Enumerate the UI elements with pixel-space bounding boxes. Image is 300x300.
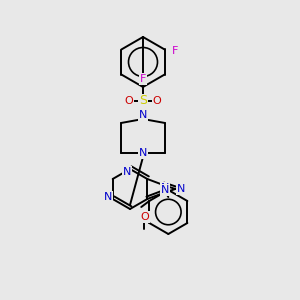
Text: O: O (124, 96, 134, 106)
Text: F: F (140, 74, 146, 84)
Text: N: N (161, 183, 170, 193)
Text: N: N (123, 167, 131, 177)
Text: O: O (153, 96, 161, 106)
Text: F: F (172, 46, 178, 56)
Text: N: N (139, 110, 147, 120)
Text: O: O (140, 212, 148, 222)
Text: N: N (161, 185, 170, 195)
Text: N: N (139, 148, 147, 158)
Text: N: N (103, 192, 112, 202)
Text: N: N (177, 184, 185, 194)
Text: S: S (139, 94, 147, 107)
